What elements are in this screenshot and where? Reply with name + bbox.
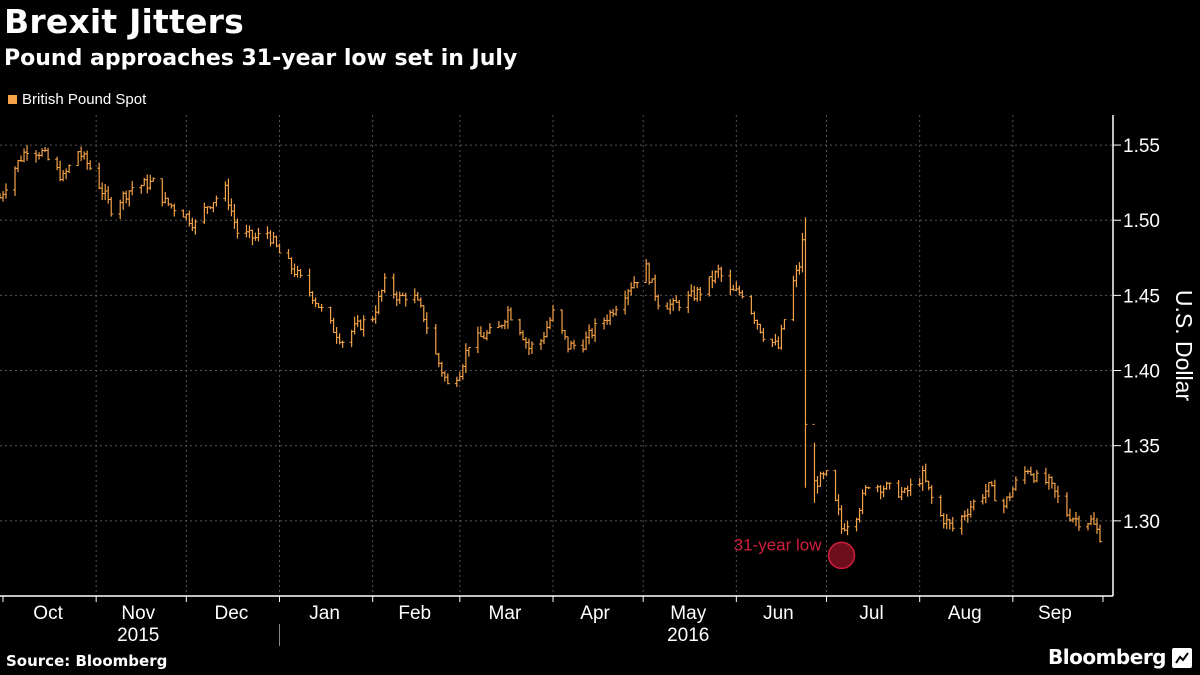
- y-tick-label: 1.35: [1123, 437, 1160, 458]
- bloomberg-chart-icon: [1172, 648, 1192, 668]
- x-tick-label: Mar: [489, 603, 522, 624]
- series-british-pound: [0, 145, 1102, 543]
- legend: British Pound Spot: [8, 91, 146, 108]
- x-tick-label: Dec: [215, 603, 249, 624]
- year-label: 2016: [667, 625, 709, 646]
- low-point-marker: [827, 541, 856, 570]
- x-tick-label: Nov: [121, 603, 155, 624]
- x-tick-label: Apr: [580, 603, 610, 624]
- x-tick-label: Jul: [859, 603, 883, 624]
- x-tick-label: Sep: [1038, 603, 1072, 624]
- grid: [0, 115, 1113, 596]
- y-tick-label: 1.45: [1123, 286, 1160, 307]
- legend-swatch: [8, 95, 17, 104]
- x-tick-label: Jun: [763, 603, 794, 624]
- axes: 1.30 1.35 1.40 1.45 1.50 1.55 Oct Nov Dec Jan Feb M…: [0, 115, 1197, 646]
- x-tick-label: Aug: [948, 603, 982, 624]
- x-tick-label: May: [670, 603, 706, 624]
- x-tick-label: Oct: [33, 603, 63, 624]
- legend-label: British Pound Spot: [22, 91, 147, 108]
- y-tick-label: 1.50: [1123, 211, 1160, 232]
- annotation-label: 31-year low: [734, 535, 823, 554]
- y-tick-label: 1.55: [1123, 136, 1160, 157]
- bloomberg-logo: Bloomberg: [1048, 645, 1166, 669]
- source-note: Source: Bloomberg: [6, 652, 168, 670]
- y-tick-label: 1.40: [1123, 362, 1160, 383]
- year-label: 2015: [117, 625, 159, 646]
- x-tick-label: Feb: [398, 603, 431, 624]
- y-axis-label: U.S. Dollar: [1171, 290, 1197, 402]
- chart-title: Brexit Jitters: [4, 2, 244, 41]
- y-tick-label: 1.30: [1123, 512, 1160, 533]
- x-tick-label: Jan: [309, 603, 340, 624]
- chart-subtitle: Pound approaches 31-year low set in July: [4, 46, 518, 71]
- annotations: 31-year low: [734, 535, 856, 570]
